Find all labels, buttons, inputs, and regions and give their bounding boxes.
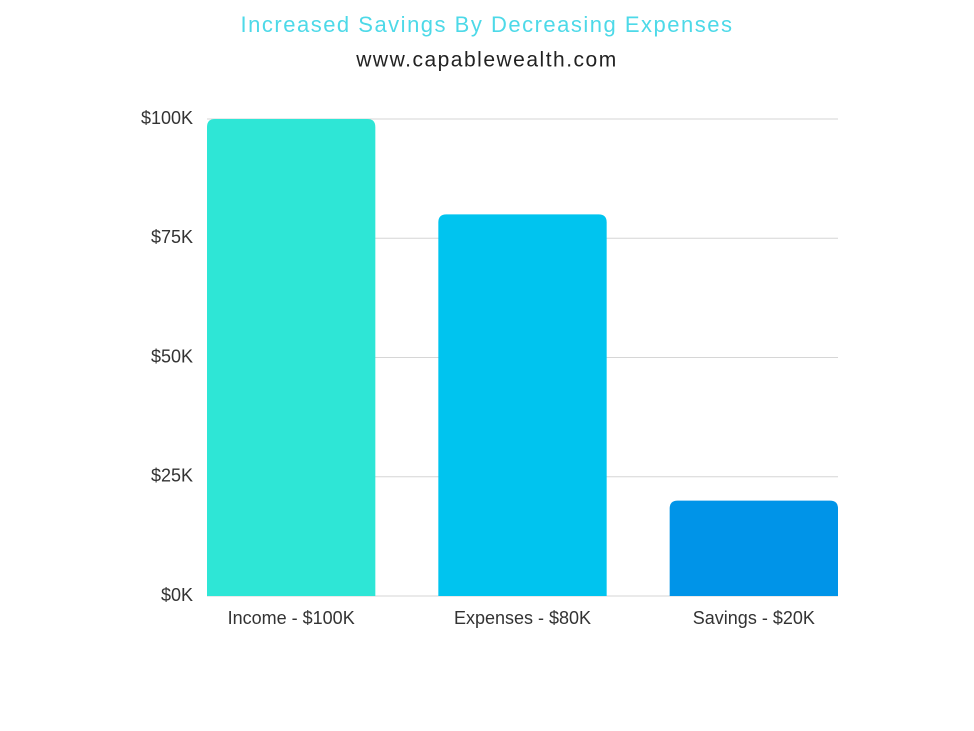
x-tick-label: Savings - $20K (693, 608, 815, 628)
y-tick-label: $100K (141, 108, 193, 128)
bar (669, 500, 838, 596)
chart-title: Increased Savings By Decreasing Expenses (241, 12, 734, 37)
x-tick-label: Income - $100K (228, 608, 355, 628)
chart-subtitle: www.capablewealth.com (355, 49, 617, 72)
y-tick-label: $25K (151, 466, 193, 486)
bar (207, 119, 376, 596)
bar (438, 214, 607, 596)
y-tick-label: $75K (151, 227, 193, 247)
x-tick-label: Expenses - $80K (454, 608, 591, 628)
y-tick-label: $50K (151, 346, 193, 366)
y-tick-label: $0K (161, 585, 193, 605)
